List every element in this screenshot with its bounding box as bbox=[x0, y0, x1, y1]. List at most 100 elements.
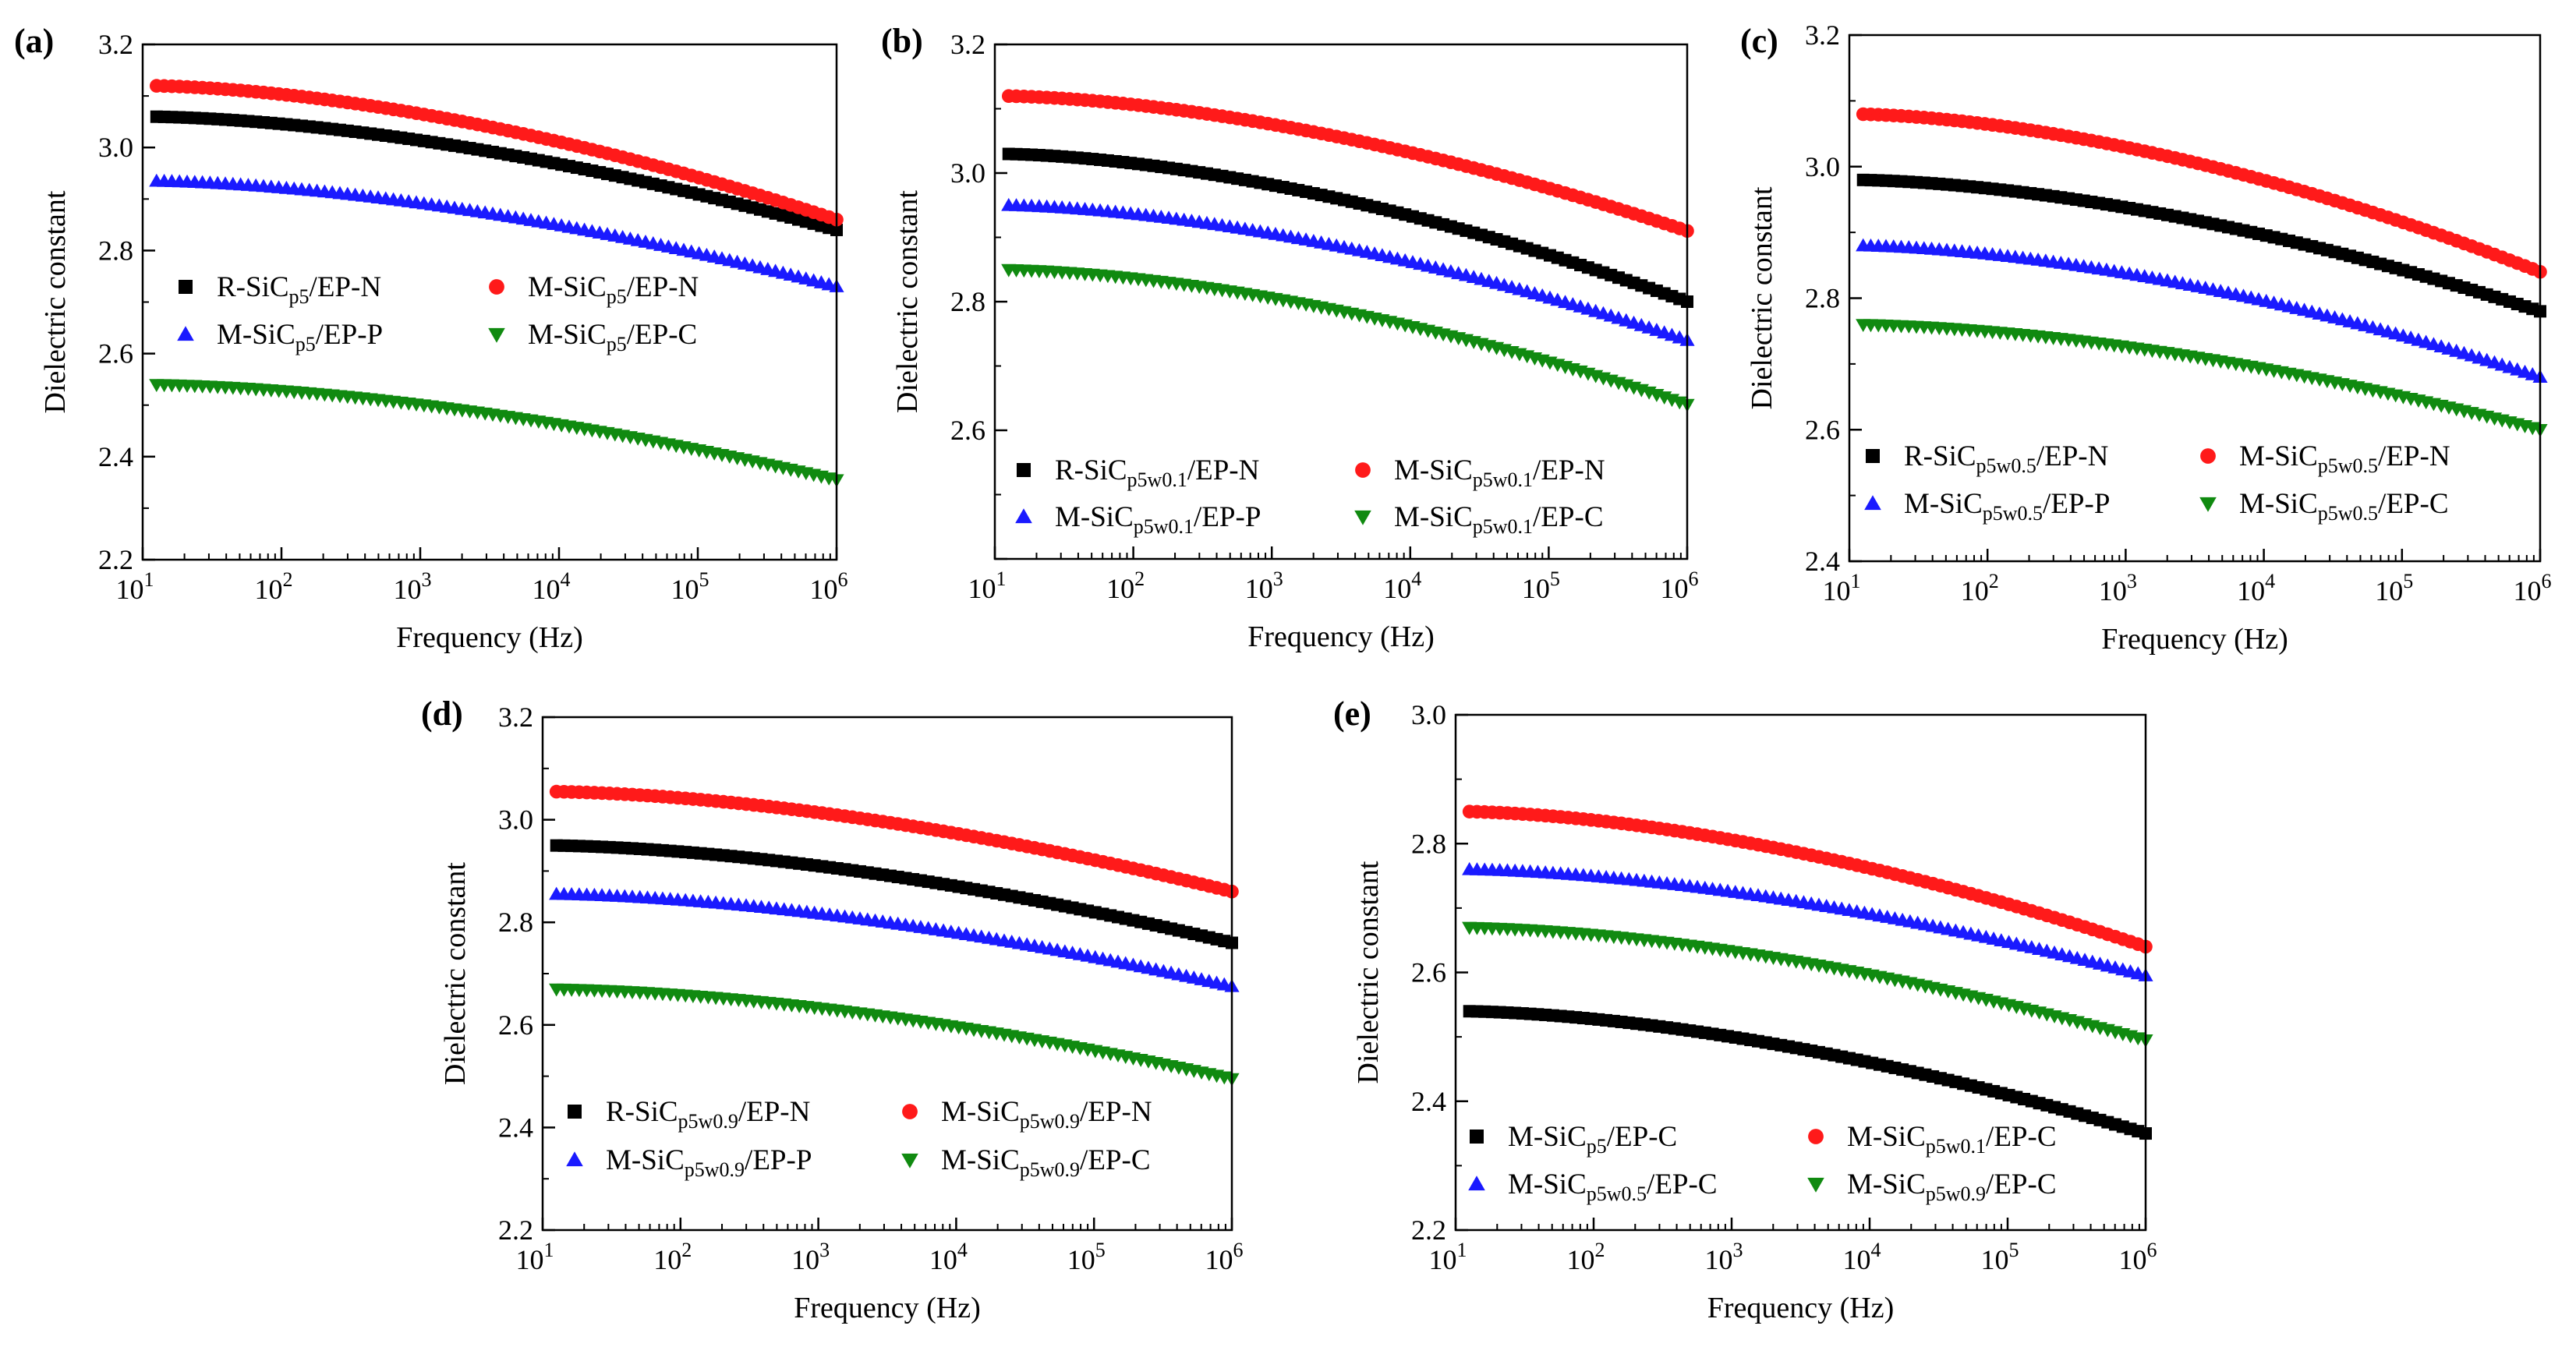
y-tick-label: 2.8 bbox=[498, 907, 533, 938]
x-tick-label: 106 bbox=[2514, 570, 2552, 606]
legend: R-SiCp5/EP-N M-SiCp5/EP-N M-SiCp5/EP-P M-Si… bbox=[177, 271, 699, 355]
y-tick-label: 3.2 bbox=[498, 702, 533, 733]
legend-entry: M-SiCp5w0.9/EP-C bbox=[941, 1144, 1151, 1181]
x-tick-label: 103 bbox=[1705, 1239, 1743, 1275]
legend-entry: M-SiCp5w0.1/EP-N bbox=[1394, 454, 1605, 491]
y-tick-label: 3.0 bbox=[1805, 151, 1840, 182]
legend-entry: R-SiCp5w0.5/EP-N bbox=[1904, 440, 2108, 477]
legend-entry: M-SiCp5w0.5/EP-C bbox=[1508, 1168, 1718, 1205]
legend-marker bbox=[1015, 508, 1032, 524]
series-1 bbox=[1463, 1005, 2152, 1140]
y-tick-label: 3.0 bbox=[98, 132, 133, 163]
legend-marker bbox=[1866, 449, 1880, 463]
y-tick-label: 2.8 bbox=[98, 235, 133, 266]
legend-entry: M-SiCp5w0.5/EP-P bbox=[1904, 488, 2110, 525]
legend-entry: M-SiCp5w0.1/EP-P bbox=[1055, 501, 1261, 538]
y-axis-label: Dielectric constant bbox=[39, 190, 72, 413]
legend: M-SiCp5/EP-C M-SiCp5w0.1/EP-C M-SiCp5w0.5/… bbox=[1468, 1121, 2057, 1205]
y-tick-label: 3.2 bbox=[1805, 19, 1840, 51]
x-tick-label: 103 bbox=[1245, 567, 1283, 604]
x-tick-label: 101 bbox=[1823, 570, 1861, 606]
x-tick-label: 106 bbox=[1661, 567, 1699, 604]
x-tick-label: 105 bbox=[1067, 1239, 1106, 1275]
x-axis-label: Frequency (Hz) bbox=[794, 1292, 981, 1324]
y-axis-label: Dielectric constant bbox=[439, 862, 472, 1085]
legend-entry: M-SiCp5/EP-P bbox=[217, 319, 383, 355]
legend-marker bbox=[1468, 1176, 1485, 1191]
y-axis-label: Dielectric constant bbox=[891, 190, 924, 413]
x-tick-label: 106 bbox=[2119, 1239, 2157, 1275]
y-tick-label: 3.0 bbox=[1411, 699, 1446, 730]
legend-marker bbox=[566, 1151, 583, 1167]
x-tick-label: 101 bbox=[968, 567, 1007, 604]
legend-entry: R-SiCp5w0.9/EP-N bbox=[606, 1096, 810, 1133]
series-2 bbox=[1001, 89, 1694, 239]
x-tick-label: 104 bbox=[533, 568, 571, 605]
y-tick-label: 2.6 bbox=[950, 415, 985, 446]
x-tick-label: 105 bbox=[1981, 1239, 2019, 1275]
series-3 bbox=[1856, 238, 2548, 383]
chart-panel-5: (e) 101 102 103 104 105 106 2.2 2.4 2.6 2.8 3.0 Freq… bbox=[1333, 695, 2157, 1324]
x-tick-label: 102 bbox=[255, 568, 293, 605]
series-4 bbox=[149, 379, 844, 488]
chart-panel-1: (a) 101 102 103 104 105 106 2.2 2.4 2.6 2.8 3.0 3.2 F… bbox=[14, 22, 848, 654]
x-axis-label: Frequency (Hz) bbox=[1707, 1292, 1895, 1324]
x-tick-label: 106 bbox=[810, 568, 848, 605]
legend-entry: M-SiCp5w0.5/EP-C bbox=[2239, 488, 2449, 525]
panel-label: (a) bbox=[14, 22, 54, 60]
x-tick-label: 105 bbox=[2375, 570, 2413, 606]
series-4 bbox=[549, 983, 1240, 1087]
legend-entry: M-SiCp5w0.5/EP-N bbox=[2239, 440, 2450, 477]
y-tick-label: 3.0 bbox=[498, 804, 533, 836]
legend-marker bbox=[901, 1153, 918, 1168]
y-tick-label: 2.8 bbox=[1805, 283, 1840, 314]
legend: R-SiCp5w0.9/EP-N M-SiCp5w0.9/EP-N M-SiCp5w… bbox=[566, 1096, 1152, 1181]
x-tick-label: 102 bbox=[1567, 1239, 1605, 1275]
x-tick-label: 105 bbox=[671, 568, 709, 605]
x-tick-label: 104 bbox=[1383, 567, 1421, 604]
y-tick-label: 3.0 bbox=[950, 157, 985, 189]
series-3 bbox=[1001, 197, 1695, 346]
legend-entry: M-SiCp5w0.1/EP-C bbox=[1394, 501, 1604, 538]
series-3 bbox=[149, 173, 844, 292]
x-axis-label: Frequency (Hz) bbox=[2101, 623, 2288, 656]
x-axis-label: Frequency (Hz) bbox=[1247, 620, 1435, 653]
series-4 bbox=[1001, 263, 1695, 412]
legend-marker bbox=[488, 327, 505, 343]
series-4 bbox=[1856, 319, 2548, 437]
series-1 bbox=[1856, 173, 2546, 318]
y-tick-label: 2.8 bbox=[950, 286, 985, 317]
legend-marker bbox=[177, 326, 194, 341]
panel-label: (b) bbox=[881, 22, 923, 60]
y-tick-label: 2.2 bbox=[98, 544, 133, 575]
legend-marker bbox=[1864, 495, 1881, 511]
x-tick-label: 103 bbox=[2099, 570, 2137, 606]
chart-panel-2: (b) 101 102 103 104 105 106 2.6 2.8 3.0 3.2 Frequen… bbox=[881, 22, 1699, 653]
legend-marker bbox=[179, 280, 193, 294]
legend-marker bbox=[1470, 1130, 1484, 1144]
y-axis-label: Dielectric constant bbox=[1746, 186, 1778, 409]
legend-marker bbox=[1807, 1177, 1824, 1193]
x-tick-label: 103 bbox=[394, 568, 432, 605]
legend-marker bbox=[1808, 1129, 1824, 1144]
x-axis-label: Frequency (Hz) bbox=[396, 621, 583, 654]
x-tick-label: 101 bbox=[116, 568, 154, 605]
y-tick-label: 2.6 bbox=[1411, 957, 1446, 988]
panel-label: (c) bbox=[1740, 22, 1778, 60]
chart-panel-3: (c) 101 102 103 104 105 106 2.4 2.6 2.8 3.0 3.2 Freq… bbox=[1740, 19, 2552, 656]
y-tick-label: 3.2 bbox=[98, 29, 133, 60]
legend-marker bbox=[2200, 448, 2216, 464]
series-4 bbox=[1462, 921, 2153, 1048]
legend: R-SiCp5w0.5/EP-N M-SiCp5w0.5/EP-N M-SiCp5w… bbox=[1864, 440, 2450, 525]
legend-entry: R-SiCp5/EP-N bbox=[217, 271, 381, 308]
legend-marker bbox=[1017, 463, 1031, 477]
y-tick-label: 2.2 bbox=[1411, 1214, 1446, 1246]
legend: R-SiCp5w0.1/EP-N M-SiCp5w0.1/EP-N M-SiCp5w… bbox=[1015, 454, 1605, 538]
legend-entry: M-SiCp5/EP-C bbox=[528, 319, 697, 355]
legend-entry: M-SiCp5w0.1/EP-C bbox=[1847, 1121, 2057, 1158]
legend-marker bbox=[2199, 497, 2217, 512]
series-1 bbox=[1002, 147, 1693, 308]
x-tick-label: 102 bbox=[653, 1239, 692, 1275]
legend-entry: M-SiCp5/EP-N bbox=[528, 271, 699, 308]
chart-panel-4: (d) 101 102 103 104 105 106 2.2 2.4 2.6 2.8 3.0 3.2 F… bbox=[421, 695, 1244, 1324]
